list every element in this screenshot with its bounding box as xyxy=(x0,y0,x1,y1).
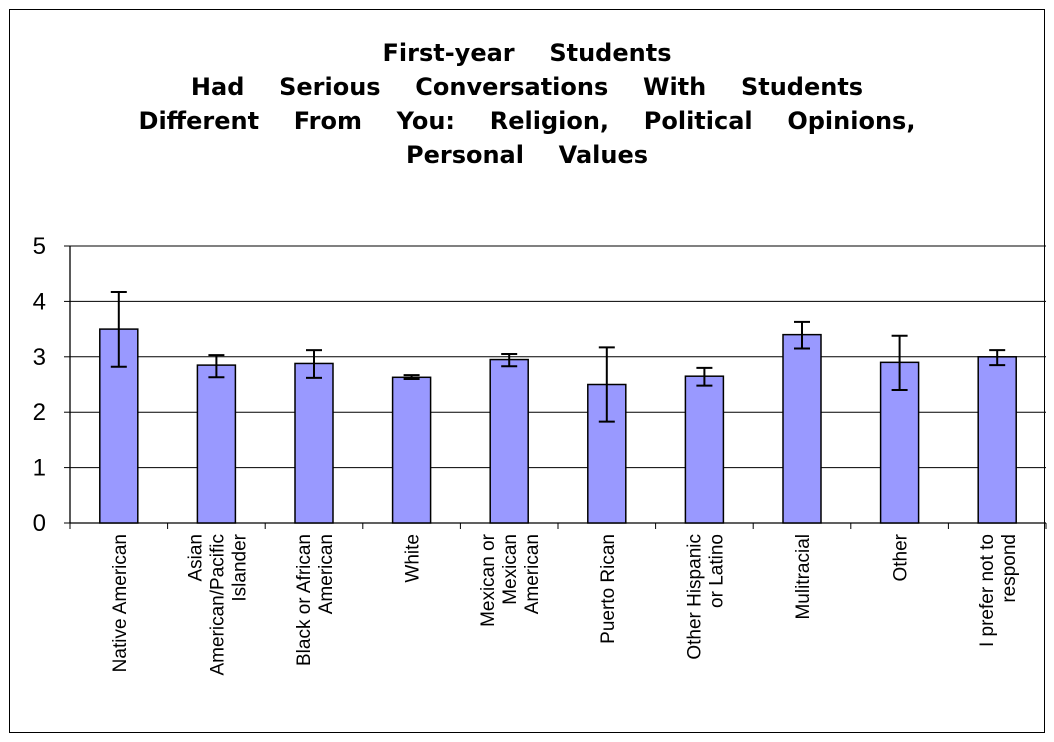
bar xyxy=(977,356,1017,524)
bar xyxy=(391,376,432,524)
y-tick-label: 1 xyxy=(33,455,46,482)
x-category-label: American xyxy=(522,534,543,614)
y-tick-label: 5 xyxy=(33,233,46,260)
bar xyxy=(489,358,529,524)
bar xyxy=(294,362,334,524)
chart-title-line-4: Personal Values xyxy=(405,141,649,169)
y-tick-label: 4 xyxy=(33,288,46,315)
chart-title-line-2: Had Serious Conversations With Students xyxy=(190,73,864,101)
x-category-label: Mulitracial xyxy=(793,534,814,620)
x-category-label: Other Hispanic xyxy=(684,534,705,660)
x-category-label: Puerto Rican xyxy=(598,534,619,644)
x-category-label: White xyxy=(403,534,424,583)
x-category-label: American/Pacific xyxy=(207,534,228,676)
bar xyxy=(196,364,237,524)
y-tick-label: 0 xyxy=(33,510,46,537)
y-tick-label: 2 xyxy=(33,399,46,426)
x-category-label: or Latino xyxy=(706,534,727,608)
x-category-label: Islander xyxy=(229,533,250,601)
x-category-label: American xyxy=(316,534,337,614)
x-category-label: respond xyxy=(999,534,1020,603)
x-category-label: Mexican or xyxy=(478,533,499,627)
chart-title-line-1: First-year Students xyxy=(382,39,672,67)
x-category-label: Asian xyxy=(185,534,206,582)
x-category-label: Other xyxy=(891,533,912,581)
x-category-label: Black or African xyxy=(294,534,315,666)
bar xyxy=(684,375,725,524)
x-category-label: Mexican xyxy=(500,534,521,605)
chart-title-line-3: Different From You: Religion, Political … xyxy=(138,107,916,135)
y-tick-label: 3 xyxy=(33,344,46,371)
x-category-label: Native American xyxy=(110,534,131,672)
bar xyxy=(587,383,627,524)
x-category-label: I prefer not to xyxy=(977,534,998,647)
bar xyxy=(782,333,822,524)
chart-title: First-year Students Had Serious Conversa… xyxy=(0,36,1054,172)
